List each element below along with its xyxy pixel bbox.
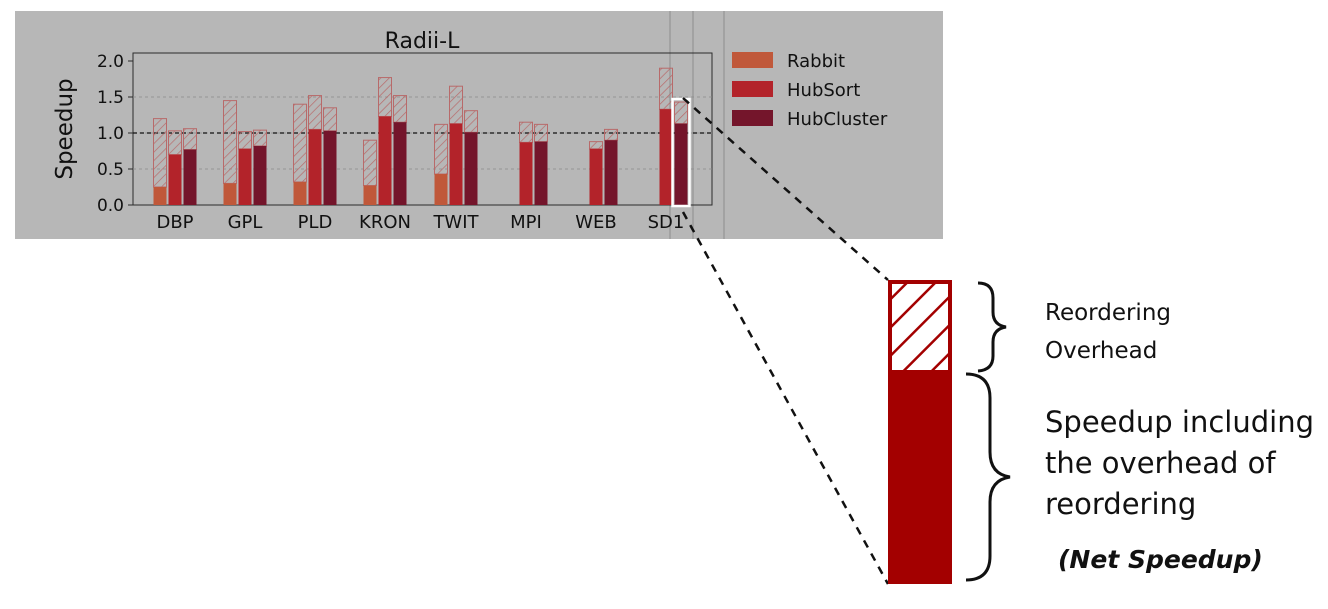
chart-title: Radii-L [385, 29, 460, 54]
overhead-bar-hubsort [378, 77, 392, 117]
overhead-bar-rabbit [223, 100, 237, 184]
net-bar-hubsort [519, 142, 533, 205]
legend: Rabbit HubSort HubCluster [732, 51, 888, 130]
zoom-line-bottom [681, 211, 890, 585]
overhead-bar-hubcluster [534, 123, 548, 143]
x-tick-label: MPI [510, 212, 542, 233]
net-bar-hubcluster [674, 123, 688, 205]
overhead-bar-hubcluster [464, 110, 478, 133]
net-bar-hubcluster [393, 122, 407, 205]
x-tick-label: TWIT [432, 212, 479, 233]
overhead-bar-hubsort [449, 85, 463, 125]
overhead-annotation-line: Reordering [1045, 300, 1171, 326]
speedup-annotation-line: the overhead of [1045, 446, 1276, 480]
y-tick-label: 0.5 [97, 160, 124, 180]
overhead-bar-hubsort [659, 67, 673, 110]
net-bar-hubcluster [534, 141, 548, 205]
speedup-brace [965, 372, 1011, 582]
callout-overhead-hatch [888, 280, 952, 370]
net-bar-hubsort [238, 148, 252, 205]
legend-swatch [732, 81, 773, 97]
overhead-annotation-line: Overhead [1045, 338, 1158, 364]
overhead-bar-rabbit [293, 103, 307, 183]
speedup-annotation-line: Speedup including [1045, 405, 1314, 439]
plot-area [132, 52, 713, 206]
bars [153, 67, 691, 208]
net-bar-hubsort [589, 148, 603, 205]
legend-label: HubSort [787, 80, 860, 101]
axes: 0.0 0.5 1.0 1.5 2.0 DBP GPL PLD KRON TWIT MPI WEB SD… [97, 52, 684, 233]
net-bar-hubsort [378, 116, 392, 205]
net-bar-rabbit [363, 185, 377, 205]
x-tick-label: SD1 [648, 212, 685, 233]
callout-bar-outline [888, 280, 952, 584]
x-tick-label: DBP [156, 212, 193, 233]
overhead-bar-hubcluster [323, 107, 337, 132]
net-bar-rabbit [293, 181, 307, 205]
x-tick-label: PLD [298, 212, 333, 233]
zoom-callout [681, 97, 1011, 585]
legend-swatch [732, 52, 773, 68]
overhead-bar-hubcluster [183, 128, 197, 151]
overhead-bar-hubcluster [674, 101, 688, 125]
net-bar-rabbit [223, 183, 237, 205]
net-bar-hubcluster [604, 140, 618, 205]
overhead-bar-hubcluster [604, 128, 618, 141]
legend-swatch [732, 110, 773, 126]
overhead-annotation: Reordering Overhead [1045, 294, 1245, 370]
net-bar-hubcluster [183, 149, 197, 205]
y-tick-label: 0.0 [97, 196, 124, 216]
net-bar-hubsort [659, 109, 673, 205]
y-axis-label: Speedup [52, 78, 78, 179]
callout-net-bar [888, 370, 952, 584]
y-tick-label: 1.0 [97, 124, 124, 144]
overhead-brace [977, 281, 1007, 373]
legend-label: HubCluster [787, 109, 888, 130]
overhead-bar-hubsort [308, 95, 322, 130]
x-tick-label: WEB [575, 212, 617, 233]
net-bar-hubsort [449, 123, 463, 205]
net-bar-rabbit [434, 174, 448, 205]
net-speedup-label: (Net Speedup) [1058, 545, 1263, 574]
x-tick-label: GPL [228, 212, 263, 233]
zoom-line-top [682, 97, 889, 281]
zoom-highlight [671, 97, 691, 208]
overhead-bar-hubcluster [253, 129, 267, 147]
overhead-bar-hubsort [519, 121, 533, 143]
legend-label: Rabbit [787, 51, 845, 72]
overhead-bar-hubsort [168, 130, 182, 156]
speedup-annotation: Speedup including the overhead of reorde… [1045, 402, 1328, 525]
overhead-bar-rabbit [434, 123, 448, 175]
overhead-bar-rabbit [363, 139, 377, 187]
overhead-bar-rabbit [153, 118, 167, 188]
x-tick-label: KRON [359, 212, 411, 233]
net-bar-hubcluster [323, 130, 337, 205]
y-tick-label: 2.0 [97, 52, 124, 72]
net-bar-rabbit [153, 187, 167, 205]
speedup-annotation-line: reordering [1045, 487, 1197, 521]
overhead-bar-hubsort [238, 131, 252, 150]
net-bar-hubcluster [464, 132, 478, 205]
net-bar-hubcluster [253, 145, 267, 205]
overhead-bar-hubsort [589, 141, 603, 150]
net-bar-hubsort [308, 129, 322, 205]
overhead-bar-hubcluster [393, 95, 407, 123]
net-bar-hubsort [168, 154, 182, 205]
y-tick-label: 1.5 [97, 88, 124, 108]
